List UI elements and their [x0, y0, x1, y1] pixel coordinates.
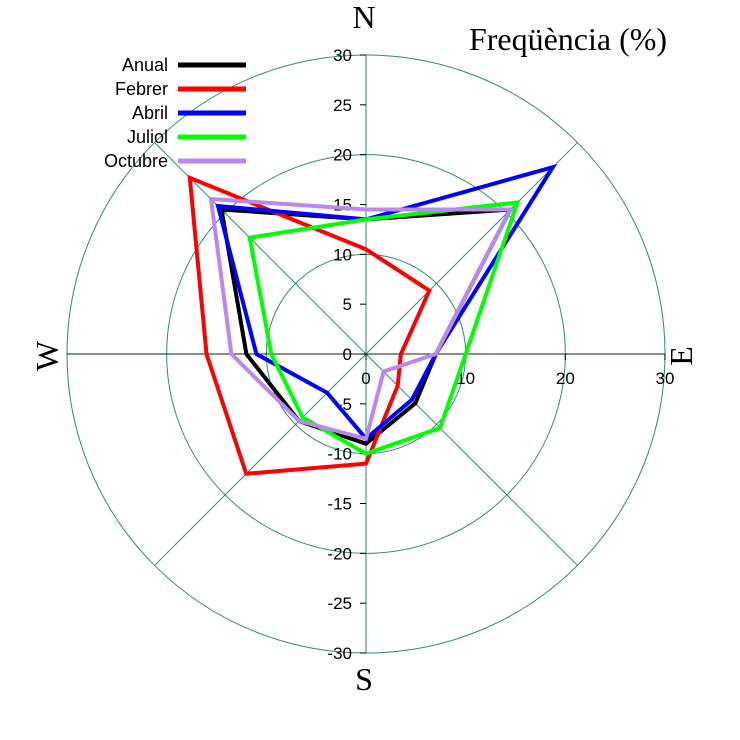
legend-label-abril: Abril — [132, 103, 168, 123]
chart-title: Freqüència (%) — [469, 21, 667, 57]
x-tick-label: 20 — [556, 369, 575, 388]
series-juliol — [247, 200, 521, 456]
y-tick-label: 10 — [333, 245, 352, 264]
direction-label-east: E — [663, 346, 699, 366]
grid-spoke — [365, 353, 578, 566]
x-tick-label: 0 — [361, 369, 370, 388]
x-tick-label: 30 — [656, 369, 675, 388]
legend-label-anual: Anual — [122, 55, 168, 75]
legend-label-febrer: Febrer — [115, 79, 168, 99]
legend: Anual Febrer Abril Juliol Octubre — [104, 55, 246, 171]
grid-spoke — [154, 353, 367, 566]
y-tick-label: 20 — [333, 146, 352, 165]
y-tick-label: 0 — [343, 345, 352, 364]
y-tick-label: 15 — [333, 196, 352, 215]
series-octubre — [208, 196, 514, 442]
grid-spoke — [365, 142, 578, 355]
direction-label-north: N — [352, 0, 375, 35]
direction-label-south: S — [355, 661, 373, 697]
series-layer — [187, 163, 558, 476]
y-tick-label: 30 — [333, 46, 352, 65]
y-tick-label: -30 — [327, 644, 352, 663]
series-febrer — [187, 174, 432, 476]
y-tick-label: -15 — [327, 495, 352, 514]
legend-label-juliol: Juliol — [127, 127, 168, 147]
y-tick-label: 5 — [343, 295, 352, 314]
y-tick-label: -20 — [327, 544, 352, 563]
y-tick-label: -25 — [327, 594, 352, 613]
direction-label-west: W — [29, 340, 65, 371]
legend-label-octubre: Octubre — [104, 151, 168, 171]
y-tick-label: -10 — [327, 445, 352, 464]
y-tick-label: 25 — [333, 96, 352, 115]
